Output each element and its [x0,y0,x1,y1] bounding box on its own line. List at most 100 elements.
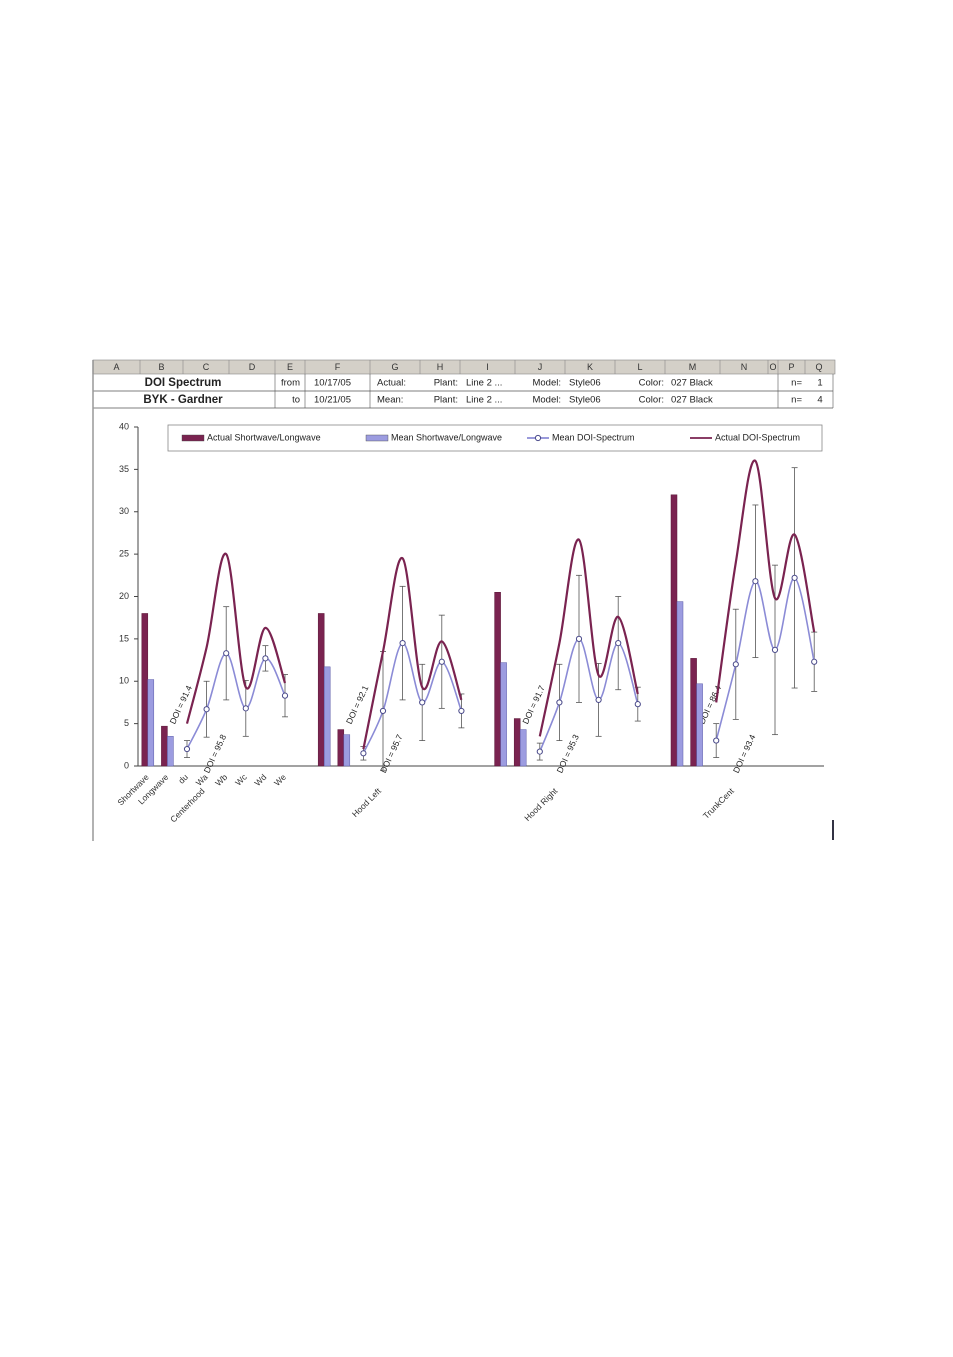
column-letter: N [741,362,748,372]
cell: Actual: [377,378,406,389]
marker [791,574,798,581]
bar [141,613,149,767]
y-tick-label: 20 [119,591,129,601]
column-letter: F [335,362,341,372]
marker [713,737,720,744]
legend-swatch [181,434,205,442]
bar [337,729,345,767]
column-letter: C [203,362,210,372]
marker [575,635,583,642]
column-letter: I [486,362,489,372]
marker [811,658,818,665]
cell: 4 [817,395,822,406]
cell: n= [791,395,802,406]
bar [519,729,527,767]
bar [500,662,507,767]
marker [732,661,739,668]
cell: Style06 [569,378,601,389]
cell: Line 2 ... [466,395,502,406]
cell: Model: [532,395,561,406]
cell: to [292,395,300,406]
column-letter: A [113,362,119,372]
bar [676,601,684,767]
marker [556,699,563,706]
cell: Plant: [434,395,458,406]
marker [458,707,465,715]
y-tick-label: 10 [119,676,129,686]
cell: Color: [639,378,664,389]
marker [183,745,191,753]
cell: n= [791,378,802,389]
marker [360,750,367,757]
bar [323,666,331,767]
cell: 10/21/05 [314,395,351,406]
sheet-title: BYK - Gardner [143,394,223,406]
y-tick-label: 30 [119,506,129,516]
bar [494,592,501,767]
y-tick-label: 0 [124,760,129,770]
marker [438,658,445,665]
bar [167,736,174,767]
bar [317,613,325,767]
bar [161,725,168,767]
marker [771,646,779,653]
marker [752,578,759,585]
marker [536,748,543,755]
legend-swatch [365,434,389,442]
column-letter: E [287,362,293,372]
legend-label: Mean Shortwave/Longwave [391,432,502,442]
column-letter: H [437,362,444,372]
y-tick-label: 35 [119,464,129,474]
marker [595,696,602,703]
cell: 027 Black [671,395,713,406]
legend-label: Mean DOI-Spectrum [552,432,635,442]
marker [281,692,289,699]
column-letter: J [538,362,543,372]
cell: Color: [639,395,664,406]
column-letter: B [158,362,164,372]
cell: 1 [817,378,822,389]
cell: 10/17/05 [314,378,351,389]
marker [615,640,622,647]
bar [670,494,678,767]
y-tick-label: 5 [124,718,129,728]
marker [379,707,387,715]
bar [690,658,697,767]
line [185,459,816,750]
line [186,577,815,754]
bar [513,718,521,767]
legend-label: Actual Shortwave/Longwave [207,432,321,442]
y-tick-label: 40 [119,421,129,431]
y-tick-label: 25 [119,549,129,559]
sheet-title: DOI Spectrum [145,377,222,389]
column-letter: P [788,362,794,372]
legend-label: Actual DOI-Spectrum [715,432,800,442]
column-letter: K [587,362,593,372]
cell: Style06 [569,395,601,406]
column-letter: Q [815,362,822,372]
marker [242,705,249,712]
column-letter: M [689,362,697,372]
column-letter: D [249,362,256,372]
bar [696,683,703,767]
marker [262,655,269,662]
cell: from [281,378,300,389]
marker [399,640,406,647]
marker [419,699,426,706]
bar [343,734,351,767]
bar [147,679,155,767]
cell: 027 Black [671,378,713,389]
y-tick-label: 15 [119,633,129,643]
cell: Model: [532,378,561,389]
cell: Line 2 ... [466,378,502,389]
marker [634,701,641,708]
column-letter: L [637,362,642,372]
cell: Plant: [434,378,458,389]
legend-marker [534,434,542,442]
cell: Mean: [377,395,403,406]
column-letter: G [391,362,398,372]
marker [203,706,210,713]
marker [223,650,230,657]
column-letter: O [769,362,776,372]
